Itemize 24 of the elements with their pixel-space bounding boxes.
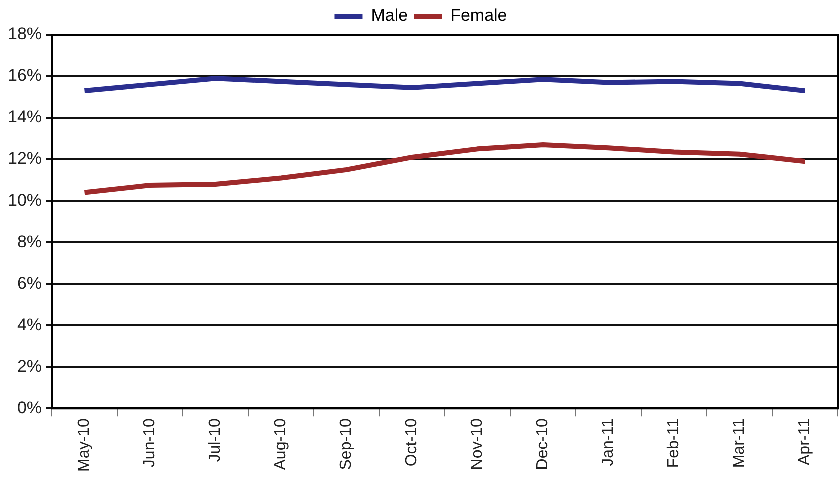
legend-label: Female xyxy=(450,6,508,26)
y-tick-label: 12% xyxy=(8,149,42,168)
x-tick-label: Oct-10 xyxy=(404,418,421,467)
y-tick-label: 0% xyxy=(17,398,42,418)
y-tick-label: 8% xyxy=(17,232,42,252)
legend-label: Male xyxy=(371,6,408,26)
x-tick-label: Apr-11 xyxy=(796,418,814,466)
y-tick-label: 10% xyxy=(8,190,42,210)
y-tick-label: 16% xyxy=(8,66,42,86)
x-tick-label: Dec-10 xyxy=(534,418,552,470)
y-tick-label: 18% xyxy=(8,24,42,44)
x-tick-label: Mar-11 xyxy=(731,418,748,468)
y-tick-label: 2% xyxy=(17,356,42,376)
x-tick-label: Aug-10 xyxy=(272,418,290,470)
y-tick-label: 14% xyxy=(8,108,42,127)
x-tick-label: Nov-10 xyxy=(469,418,486,470)
x-tick-label: Jul-10 xyxy=(207,418,224,462)
x-tick-label: Feb-11 xyxy=(666,418,683,468)
y-tick-label: 6% xyxy=(17,274,42,293)
x-tick-label: Jan-11 xyxy=(600,418,618,466)
x-tick-label: Sep-10 xyxy=(338,418,356,470)
x-tick-label: Jun-10 xyxy=(142,418,159,468)
y-tick-label: 4% xyxy=(17,315,42,334)
x-tick-label: May-10 xyxy=(76,418,94,472)
